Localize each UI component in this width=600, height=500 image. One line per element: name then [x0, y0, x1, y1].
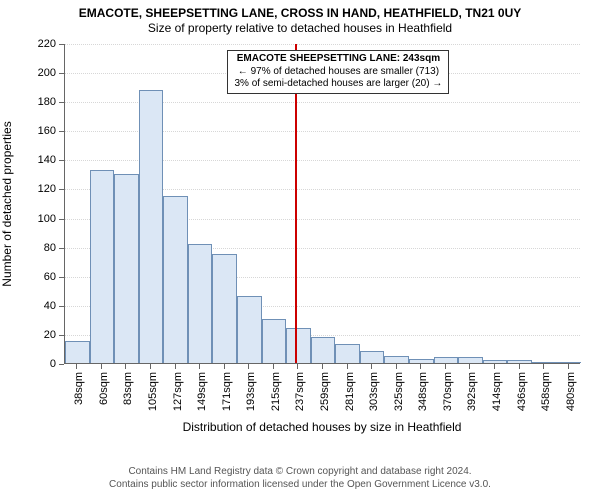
- y-tick-label: 200: [0, 67, 56, 79]
- histogram-bar: [114, 174, 139, 363]
- histogram-bar: [458, 357, 483, 363]
- x-tick: [76, 364, 77, 369]
- chart-title-line1: EMACOTE, SHEEPSETTING LANE, CROSS IN HAN…: [0, 6, 600, 21]
- callout-line: EMACOTE SHEEPSETTING LANE: 243sqm: [234, 53, 442, 66]
- y-tick: [59, 102, 64, 103]
- x-tick: [445, 364, 446, 369]
- x-tick-label: 127sqm: [172, 372, 184, 411]
- y-tick: [59, 306, 64, 307]
- y-tick-label: 40: [0, 300, 56, 312]
- x-tick-label: 348sqm: [417, 372, 429, 411]
- x-tick: [199, 364, 200, 369]
- x-tick-label: 193sqm: [245, 372, 257, 411]
- footer-line2: Contains public sector information licen…: [0, 479, 600, 492]
- y-tick-label: 180: [0, 96, 56, 108]
- x-tick: [248, 364, 249, 369]
- x-tick-label: 105sqm: [147, 372, 159, 411]
- x-tick-label: 83sqm: [122, 372, 134, 405]
- x-tick-label: 237sqm: [294, 372, 306, 411]
- x-tick: [469, 364, 470, 369]
- x-tick: [568, 364, 569, 369]
- x-tick-label: 458sqm: [540, 372, 552, 411]
- x-tick: [297, 364, 298, 369]
- x-tick-label: 303sqm: [368, 372, 380, 411]
- x-tick-label: 325sqm: [393, 372, 405, 411]
- y-tick-label: 220: [0, 38, 56, 50]
- y-tick: [59, 335, 64, 336]
- y-tick: [59, 131, 64, 132]
- x-tick: [322, 364, 323, 369]
- histogram-bar: [532, 362, 557, 363]
- histogram-bar: [483, 360, 508, 363]
- x-tick-label: 259sqm: [319, 372, 331, 411]
- x-tick: [396, 364, 397, 369]
- x-tick: [543, 364, 544, 369]
- x-tick: [224, 364, 225, 369]
- y-tick: [59, 189, 64, 190]
- histogram-bar: [90, 170, 115, 363]
- histogram-bar: [335, 344, 360, 363]
- x-tick-label: 171sqm: [221, 372, 233, 411]
- histogram-bar: [556, 362, 581, 363]
- histogram-bar: [311, 337, 336, 363]
- histogram-bar: [139, 90, 164, 363]
- y-tick: [59, 73, 64, 74]
- x-tick-label: 370sqm: [442, 372, 454, 411]
- x-tick: [125, 364, 126, 369]
- callout-line: ← 97% of detached houses are smaller (71…: [234, 66, 442, 79]
- x-tick-label: 414sqm: [491, 372, 503, 411]
- y-tick-label: 20: [0, 329, 56, 341]
- plot-area: EMACOTE SHEEPSETTING LANE: 243sqm← 97% o…: [64, 44, 580, 364]
- footer-line1: Contains HM Land Registry data © Crown c…: [0, 466, 600, 479]
- histogram-bar: [409, 359, 434, 363]
- x-tick: [519, 364, 520, 369]
- callout-line: 3% of semi-detached houses are larger (2…: [234, 78, 442, 91]
- y-axis-title: Number of detached properties: [0, 121, 14, 286]
- gridline: [65, 44, 580, 45]
- y-tick: [59, 248, 64, 249]
- chart-title-line2: Size of property relative to detached ho…: [0, 21, 600, 36]
- x-tick: [371, 364, 372, 369]
- histogram-bar: [286, 328, 311, 363]
- y-tick: [59, 219, 64, 220]
- histogram-bar: [384, 356, 409, 363]
- x-tick: [420, 364, 421, 369]
- x-tick: [101, 364, 102, 369]
- histogram-bar: [360, 351, 385, 363]
- y-tick-label: 0: [0, 358, 56, 370]
- x-tick-label: 480sqm: [565, 372, 577, 411]
- x-tick-label: 60sqm: [98, 372, 110, 405]
- histogram-bar: [237, 296, 262, 363]
- chart-header: EMACOTE, SHEEPSETTING LANE, CROSS IN HAN…: [0, 0, 600, 36]
- y-tick: [59, 277, 64, 278]
- y-tick: [59, 364, 64, 365]
- histogram-bar: [163, 196, 188, 363]
- x-tick-label: 392sqm: [466, 372, 478, 411]
- x-axis-title: Distribution of detached houses by size …: [183, 420, 462, 434]
- y-tick: [59, 160, 64, 161]
- x-tick: [494, 364, 495, 369]
- histogram-bar: [262, 319, 287, 363]
- x-tick: [347, 364, 348, 369]
- x-tick: [150, 364, 151, 369]
- x-tick-label: 38sqm: [73, 372, 85, 405]
- histogram-chart: EMACOTE SHEEPSETTING LANE: 243sqm← 97% o…: [0, 44, 600, 364]
- chart-footer: Contains HM Land Registry data © Crown c…: [0, 466, 600, 491]
- x-tick-label: 215sqm: [270, 372, 282, 411]
- x-tick-label: 436sqm: [516, 372, 528, 411]
- y-tick: [59, 44, 64, 45]
- x-tick-label: 281sqm: [344, 372, 356, 411]
- x-tick: [273, 364, 274, 369]
- x-tick-label: 149sqm: [196, 372, 208, 411]
- histogram-bar: [434, 357, 459, 363]
- callout-box: EMACOTE SHEEPSETTING LANE: 243sqm← 97% o…: [227, 50, 449, 94]
- histogram-bar: [507, 360, 532, 363]
- histogram-bar: [212, 254, 237, 363]
- histogram-bar: [65, 341, 90, 363]
- x-tick: [175, 364, 176, 369]
- histogram-bar: [188, 244, 213, 363]
